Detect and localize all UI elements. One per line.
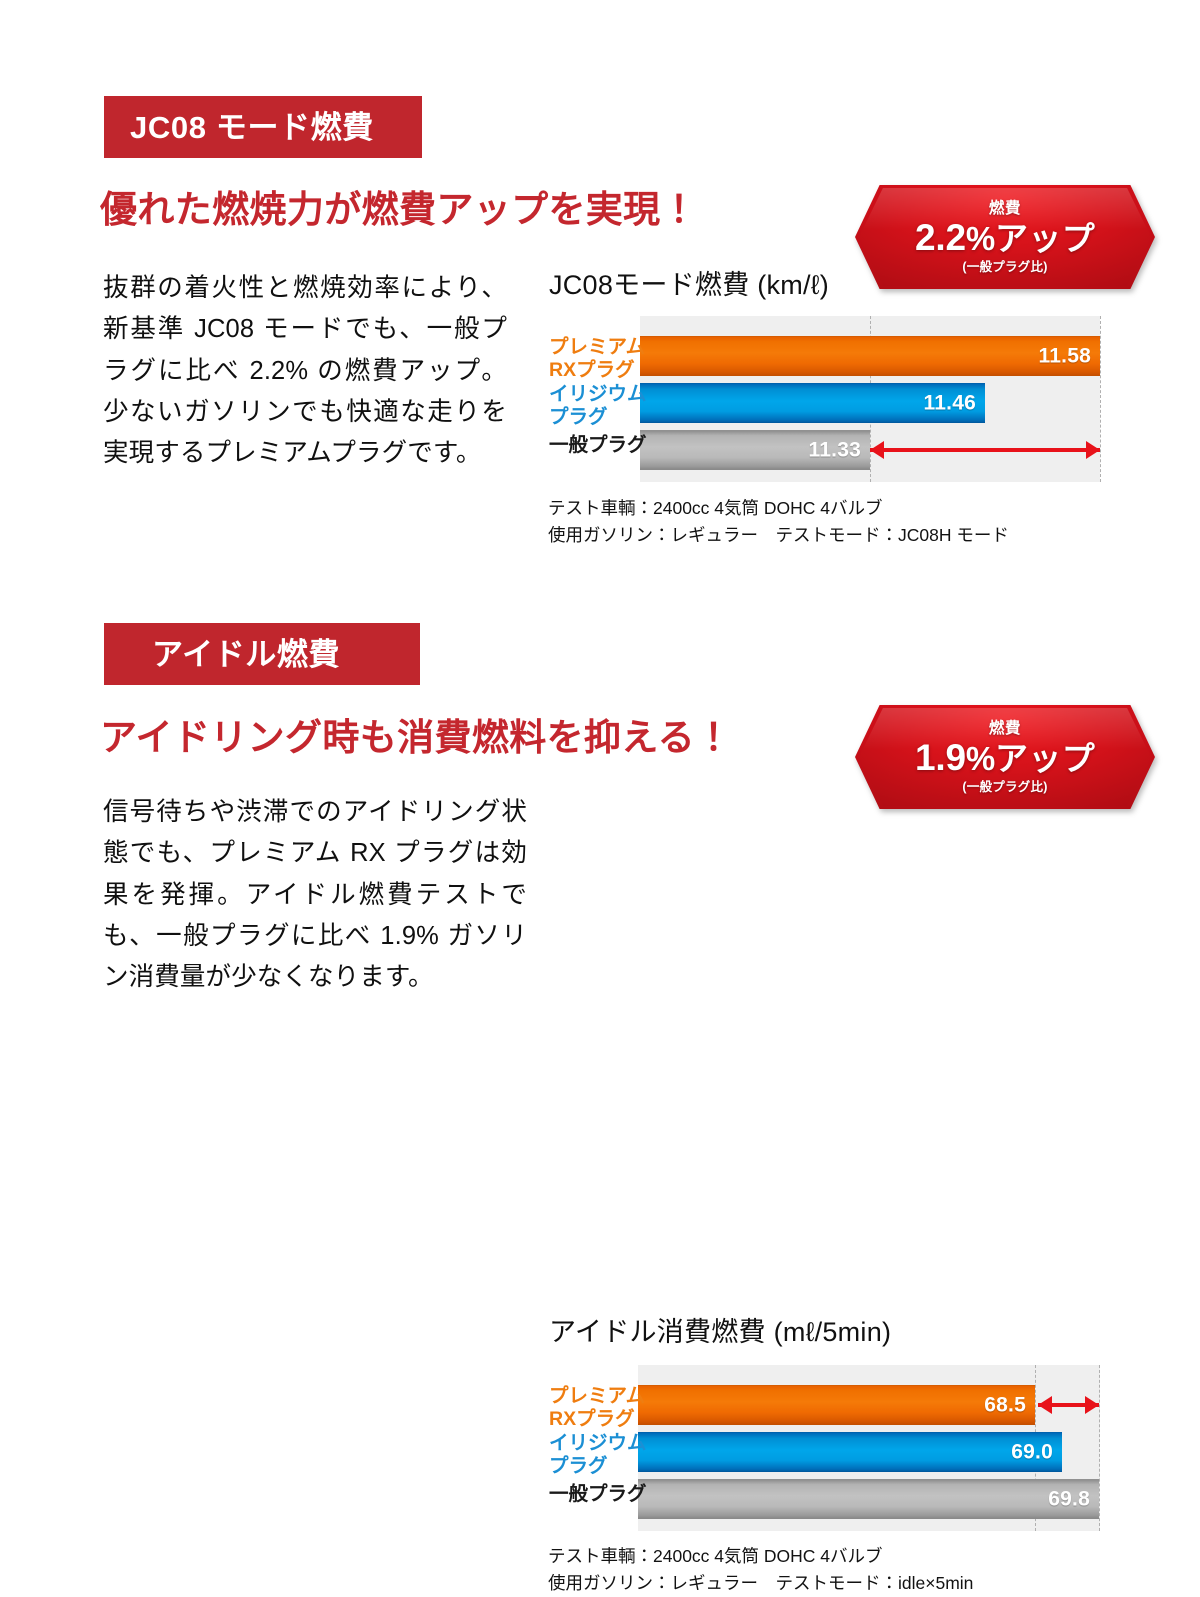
bar-standard-jc08: 11.33	[640, 430, 870, 470]
badge-up-label: アップ	[995, 220, 1096, 257]
arrow-line	[870, 448, 1100, 452]
gridline-11-58	[1099, 316, 1101, 482]
bar-value-iridium: 11.46	[923, 391, 976, 415]
plot-inner-jc08: 11.58 11.46 11.33	[640, 316, 1101, 482]
footnote-line-1: テスト車輌：2400cc 4気筒 DOHC 4バルブ	[548, 498, 883, 518]
bar-premium-rx-jc08: 11.58	[640, 336, 1100, 376]
arrow-head-left-icon	[870, 441, 884, 459]
chart-title-idle: アイドル消費燃費 (mℓ/5min)	[549, 1317, 892, 1347]
bar-value-iridium: 69.0	[1011, 1440, 1053, 1464]
badge-percent-sign: %	[965, 220, 996, 257]
cat-label-line2: RXプラグ	[549, 1408, 635, 1430]
cat-label-line1: プレミアム	[549, 336, 646, 358]
badge-up-label: アップ	[995, 740, 1096, 777]
section-tag-idle: アイドル燃費	[104, 623, 420, 685]
bar-premium-rx-idle: 68.5	[638, 1385, 1035, 1425]
badge-sub-label: (一般プラグ比)	[962, 260, 1048, 274]
badge-main-label: 2.2%アップ	[915, 219, 1095, 256]
cat-label-standard-idle: 一般プラグ	[549, 1483, 647, 1506]
badge-sub-label: (一般プラグ比)	[962, 780, 1048, 794]
bar-value-standard: 69.8	[1048, 1487, 1090, 1511]
bar-value-premium-rx: 11.58	[1038, 344, 1091, 368]
badge-inner-shape	[859, 708, 1151, 806]
body-copy-idle: 信号待ちや渋滞でのアイドリング状態でも、プレミアム RX プラグは効果を発揮。ア…	[103, 798, 527, 992]
badge-main-label: 1.9%アップ	[915, 739, 1095, 776]
bar-iridium-jc08: 11.46	[640, 383, 985, 423]
arrow-head-right-icon	[1086, 441, 1100, 459]
footnote-line-2: 使用ガソリン：レギュラー テストモード：idle×5min	[548, 1573, 974, 1594]
cat-label-line1: 一般プラグ	[549, 1483, 647, 1505]
cat-label-line1: イリジウム	[549, 383, 647, 405]
chart-footnotes-jc08: テスト車輌：2400cc 4気筒 DOHC 4バルブ 使用ガソリン：レギュラー …	[548, 495, 1009, 549]
lead-heading-jc08: 優れた燃焼力が燃費アップを実現！	[100, 189, 698, 230]
section-tag-jc08: JC08 モード燃費	[104, 96, 422, 158]
badge-fuel-economy-jc08: 燃費 2.2%アップ (一般プラグ比)	[855, 185, 1155, 289]
cat-label-premium-rx-idle: プレミアム RXプラグ	[549, 1385, 645, 1431]
badge-content: 燃費 1.9%アップ (一般プラグ比)	[855, 705, 1155, 809]
badge-fuel-economy-idle: 燃費 1.9%アップ (一般プラグ比)	[855, 705, 1155, 809]
arrow-head-right-icon	[1085, 1396, 1099, 1414]
plot-inner-idle: 68.5 69.0 69.8	[638, 1365, 1100, 1531]
bar-iridium-idle: 69.0	[638, 1432, 1062, 1472]
cat-label-line2: プラグ	[549, 406, 608, 428]
cat-label-line1: 一般プラグ	[549, 434, 647, 456]
section-tag-label: JC08 モード燃費	[130, 109, 374, 145]
cat-label-line2: プラグ	[549, 1455, 608, 1477]
chart-plot-area-jc08: 11.58 11.46 11.33	[640, 316, 1101, 482]
cat-label-line1: イリジウム	[549, 1432, 647, 1454]
arrow-head-left-icon	[1038, 1396, 1052, 1414]
footnote-line-1: テスト車輌：2400cc 4気筒 DOHC 4バルブ	[548, 1546, 883, 1566]
bar-value-premium-rx: 68.5	[984, 1393, 1026, 1417]
cat-label-line2: RXプラグ	[549, 359, 635, 381]
badge-percent-sign: %	[965, 740, 996, 777]
bar-standard-idle: 69.8	[638, 1479, 1099, 1519]
badge-top-label: 燃費	[988, 199, 1022, 217]
gridline-69-8	[1099, 1365, 1100, 1531]
cat-label-standard-jc08: 一般プラグ	[549, 434, 647, 457]
cat-label-line1: プレミアム	[549, 1385, 646, 1407]
chart-footnotes-idle: テスト車輌：2400cc 4気筒 DOHC 4バルブ 使用ガソリン：レギュラー …	[548, 1543, 973, 1597]
cat-label-iridium-idle: イリジウム プラグ	[549, 1432, 647, 1478]
badge-value: 2.2	[914, 217, 966, 258]
badge-content: 燃費 2.2%アップ (一般プラグ比)	[855, 185, 1155, 289]
body-copy-jc08: 抜群の着火性と燃焼効率により、新基準 JC08 モードでも、一般プラグに比べ 2…	[103, 274, 507, 468]
bar-value-standard: 11.33	[808, 438, 861, 462]
badge-top-label: 燃費	[988, 719, 1022, 737]
chart-plot-area-idle: 68.5 69.0 69.8	[638, 1365, 1100, 1531]
chart-title-jc08: JC08モード燃費 (km/ℓ)	[549, 270, 830, 300]
lead-heading-idle: アイドリング時も消費燃料を抑える！	[100, 717, 733, 758]
section-tag-label: アイドル燃費	[152, 636, 341, 672]
badge-inner-shape	[859, 188, 1151, 286]
footnote-line-2: 使用ガソリン：レギュラー テストモード：JC08H モード	[548, 525, 1009, 546]
infographic-page: JC08 モード燃費 優れた燃焼力が燃費アップを実現！ 抜群の着火性と燃焼効率に…	[100, 96, 1155, 1593]
badge-value: 1.9	[914, 737, 966, 778]
cat-label-premium-rx-jc08: プレミアム RXプラグ	[549, 336, 645, 382]
cat-label-iridium-jc08: イリジウム プラグ	[549, 383, 647, 429]
